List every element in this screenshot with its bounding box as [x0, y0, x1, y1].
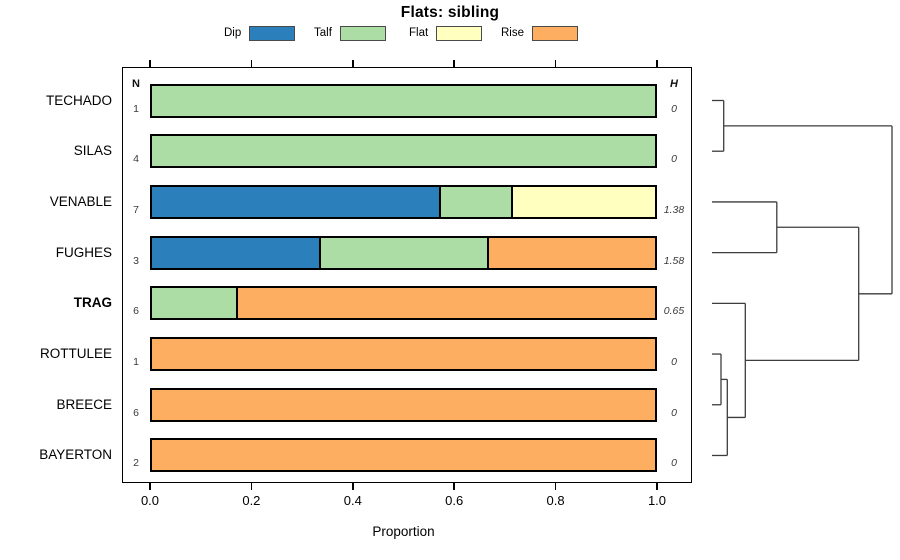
stacked-bar	[150, 184, 657, 219]
stacked-bar	[150, 387, 657, 422]
x-tick-top	[250, 60, 253, 67]
legend-label: Rise	[501, 27, 525, 39]
stacked-bar	[150, 438, 657, 473]
legend-label: Dip	[224, 27, 242, 39]
row-label: BAYERTON	[39, 447, 112, 463]
x-tick-top	[453, 60, 455, 67]
x-tick-label: 1.0	[647, 493, 667, 508]
x-tick-label: 0.2	[242, 493, 261, 508]
entropy-value: 0.65	[663, 305, 685, 318]
bar-segment-talf	[319, 237, 487, 268]
row-label: VENABLE	[49, 193, 112, 209]
bar-segment-talf	[152, 85, 655, 116]
legend-swatch-rise	[532, 25, 579, 41]
stacked-bar	[150, 83, 657, 118]
entropy-value: 1.58	[663, 254, 685, 267]
x-tick-bottom	[149, 483, 151, 490]
bar-segment-dip	[152, 237, 320, 268]
n-value: 7	[133, 203, 139, 216]
legend-label: Talf	[314, 27, 332, 39]
entropy-value: 0	[671, 457, 677, 470]
x-tick-bottom	[250, 483, 253, 490]
bar-segment-rise	[486, 237, 655, 268]
x-tick-label: 0.0	[140, 493, 160, 508]
n-value: 3	[133, 254, 139, 267]
n-value: 6	[133, 406, 139, 419]
stacked-bar	[150, 235, 657, 270]
n-value: 2	[133, 457, 139, 470]
bar-segment-dip	[152, 186, 440, 217]
legend-swatch-dip	[249, 25, 296, 41]
bar-segment-rise	[152, 440, 655, 471]
bar-segment-talf	[439, 186, 512, 217]
stacked-bar	[150, 286, 657, 321]
x-tick-top	[554, 60, 557, 67]
chart-title: Flats: sibling	[400, 4, 500, 21]
entropy-value: 0	[671, 153, 677, 166]
h-column-header: H	[670, 78, 678, 90]
x-tick-bottom	[656, 483, 658, 490]
bar-segment-talf	[152, 288, 236, 319]
bar-segment-rise	[236, 288, 655, 319]
bar-segment-rise	[152, 389, 655, 420]
legend-label: Flat	[409, 27, 429, 39]
x-tick-top	[656, 60, 658, 67]
x-tick-label: 0.4	[343, 493, 362, 508]
bar-segment-talf	[152, 136, 655, 167]
row-label: SILAS	[73, 143, 112, 159]
legend-item-dip: Dip	[224, 25, 296, 41]
n-value: 4	[133, 153, 139, 166]
entropy-value: 0	[671, 102, 677, 115]
entropy-value: 0	[671, 406, 677, 419]
legend-item-rise: Rise	[501, 25, 579, 41]
legend-swatch-flat	[436, 25, 483, 41]
row-label: TECHADO	[45, 92, 112, 108]
stacked-bar	[150, 337, 657, 372]
x-tick-bottom	[554, 483, 557, 490]
plot-frame	[122, 67, 692, 483]
stacked-bar	[150, 134, 657, 169]
row-label: TRAG	[73, 295, 112, 311]
row-label: FUGHES	[55, 244, 112, 260]
bar-segment-flat	[511, 186, 655, 217]
row-label: ROTTULEE	[39, 346, 112, 362]
n-value: 1	[133, 102, 139, 115]
n-value: 1	[133, 356, 139, 369]
x-tick-bottom	[352, 483, 354, 490]
legend-item-talf: Talf	[314, 25, 386, 41]
n-value: 6	[133, 305, 139, 318]
x-tick-label: 0.8	[546, 493, 565, 508]
x-tick-top	[352, 60, 354, 67]
n-column-header: N	[132, 78, 140, 90]
x-tick-bottom	[453, 483, 455, 490]
entropy-value: 1.38	[663, 203, 685, 216]
entropy-value: 0	[671, 356, 677, 369]
bar-segment-rise	[152, 339, 655, 370]
row-label: BREECE	[56, 396, 112, 412]
x-axis-title: Proportion	[372, 524, 435, 539]
x-tick-label: 0.6	[445, 493, 464, 508]
legend-item-flat: Flat	[409, 25, 483, 41]
x-tick-top	[149, 60, 151, 67]
legend-swatch-talf	[339, 25, 386, 41]
